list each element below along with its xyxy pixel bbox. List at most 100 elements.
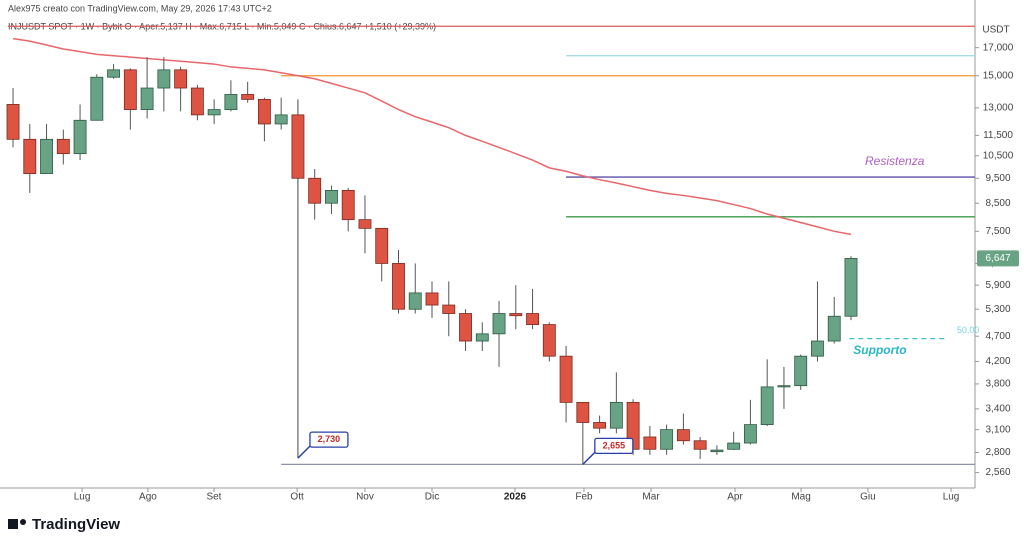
candle-body [325,189,338,204]
x-tick-label: Giu [860,492,876,503]
candle-body [375,227,389,264]
candle [224,80,238,112]
candle-body [157,69,171,89]
candle [107,64,121,79]
candle [257,97,271,142]
candle-body [140,87,154,110]
candle-body [475,333,489,342]
y-tick-label: 11,500 [983,130,1013,141]
candle-body [257,98,271,125]
candle-body [643,436,657,450]
candle-body [593,422,607,429]
candle-body [6,104,20,140]
candle [693,436,707,459]
candle [23,123,37,193]
annotation-box [309,431,349,448]
candle-body [56,138,70,155]
candle [559,345,573,423]
candle-body [224,94,238,110]
candle-body [442,304,456,314]
x-tick-label: Mar [642,492,660,503]
logo-mark [20,519,26,525]
candle [660,424,674,455]
candle [475,322,489,352]
y-tick-label: 9,500 [985,173,1010,184]
candle [408,263,422,314]
candle [459,309,472,352]
candle-body [90,76,104,121]
candle-body [392,263,405,310]
candle-body [425,292,439,306]
candle-body [274,114,288,125]
candle-body [827,315,841,342]
candle-body [844,258,858,317]
candle-body [777,385,791,388]
candle [241,81,255,103]
candle [40,123,53,174]
level-label: Supporto [853,343,906,357]
y-tick-label: 3,800 [985,379,1010,390]
candle [392,250,405,314]
candle-body [73,119,87,155]
candle [794,354,808,390]
candle [442,281,456,337]
candle-body [559,355,573,403]
x-tick-label: Apr [727,492,743,503]
candle [325,185,338,215]
candle-body [358,219,372,229]
y-tick-label: 4,200 [985,356,1010,367]
candle [492,300,506,367]
candle-body [526,313,539,325]
candle [743,399,757,445]
candle-body [23,138,37,174]
x-tick-label: Mag [791,492,810,503]
candle-body [760,386,774,426]
candle-body [207,109,221,116]
candle [576,401,590,465]
candle-body [676,429,690,442]
candle-body [794,355,808,387]
candle [274,97,288,130]
annotation-box [594,437,634,455]
x-tick-label: Lug [943,492,960,503]
candle [827,296,841,344]
annotation-label: 2,655 [603,440,626,450]
y-tick-label: 3,400 [985,404,1010,415]
header: Alex975 creato con TradingView.com, May … [8,3,272,13]
candle-body [459,313,472,342]
candle-body [190,87,204,116]
y-tick-label: 5,300 [985,304,1010,315]
candle [207,99,221,124]
candle [6,88,20,148]
candle-body [660,429,674,450]
candle-body [291,114,305,179]
x-tick-label: Nov [356,492,374,503]
candle-body [123,69,137,110]
x-tick-label: Lug [74,492,91,503]
candle-body [576,401,590,423]
y-tick-label: 10,500 [983,150,1014,161]
candle [727,431,741,451]
y-tick-label: 7,500 [985,226,1010,237]
candle [190,84,204,121]
x-tick-label: Feb [575,492,593,503]
last-price-label: 6,647 [985,253,1010,264]
candle-body [40,138,53,174]
annotation-label: 2,730 [318,434,341,444]
candle [777,366,791,409]
footer-logo: TradingView [32,516,120,533]
y-tick-label: 17,000 [983,42,1014,53]
candle [811,281,824,362]
candle [358,195,372,254]
candle-body [693,440,707,450]
y-tick-label: 15,000 [983,70,1014,81]
candle [123,68,137,130]
y-tick-label: 8,500 [985,198,1010,209]
candle-body [811,340,824,357]
level-end-label: 50,00 [957,325,980,335]
candle [157,57,171,112]
y-tick-label: 2,800 [985,447,1010,458]
candle-body [727,442,741,450]
candle-body [107,69,121,78]
